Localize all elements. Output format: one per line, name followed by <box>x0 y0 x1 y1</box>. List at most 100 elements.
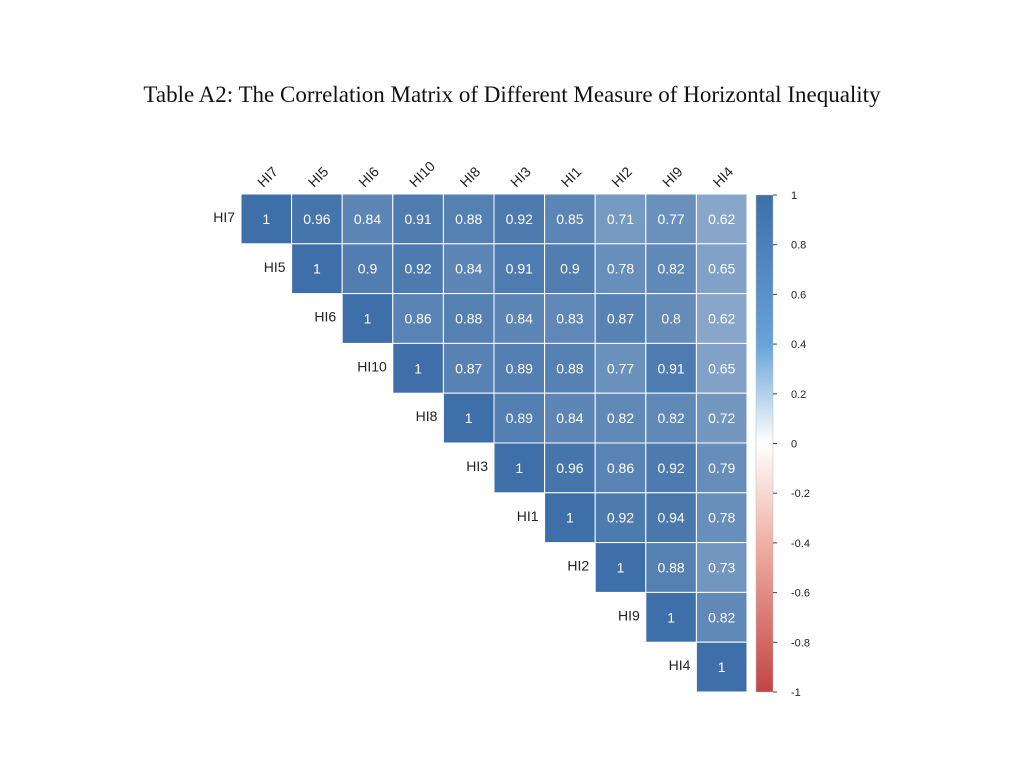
heatmap-cell <box>645 542 697 593</box>
heatmap-cell <box>544 342 596 394</box>
column-label: HI9 <box>659 163 686 190</box>
row-label: HI6 <box>314 309 336 325</box>
cell-value-label: 1 <box>414 360 422 376</box>
column-labels: HI7 HI5 HI6 HI10 HI8 HI3 HI1 HI2 HI9 HI4 <box>254 158 736 190</box>
cell-value-label: 0.88 <box>455 211 482 227</box>
cell-value-label: 0.82 <box>657 410 684 426</box>
cell-value-label: 1 <box>364 311 372 327</box>
cell-value-label: 0.78 <box>708 510 735 526</box>
row-label: HI10 <box>357 358 387 374</box>
heatmap-cell <box>695 591 748 643</box>
cell-value-label: 0.84 <box>556 410 583 426</box>
heatmap-cell <box>695 293 748 344</box>
row-label: HI2 <box>567 558 589 574</box>
cell-value-label: 1 <box>515 460 523 476</box>
colorbar-tick-label: -0.6 <box>791 588 810 600</box>
cell-value-label: 0.73 <box>708 560 735 576</box>
column-label: HI3 <box>507 163 534 190</box>
cell-value-label: 0.92 <box>404 261 431 277</box>
heatmap-cell <box>544 243 596 295</box>
cell-value-label: 0.91 <box>657 360 684 376</box>
row-labels: HI7 HI5 HI6 HI10 HI8 HI3 HI1 HI2 HI9 HI4 <box>213 209 690 673</box>
cell-value-label: 1 <box>313 261 321 277</box>
colorbar-gradient <box>755 194 774 693</box>
cell-value-label: 0.84 <box>455 261 482 277</box>
heatmap-cell <box>594 442 647 494</box>
heatmap-cell <box>645 392 697 444</box>
heatmap-cell <box>695 542 748 593</box>
cell-value-label: 0.65 <box>708 360 735 376</box>
column-label: HI8 <box>457 163 484 190</box>
heatmap-cell <box>291 243 343 295</box>
cell-value-label: 0.78 <box>607 261 634 277</box>
heatmap-cell <box>594 193 647 245</box>
row-label: HI9 <box>618 607 640 623</box>
cell-value-label: 0.86 <box>607 460 634 476</box>
heatmap-cell <box>645 442 697 494</box>
cell-value-label: 0.9 <box>358 261 378 277</box>
cell-value-label: 0.82 <box>657 261 684 277</box>
page-title: Table A2: The Correlation Matrix of Diff… <box>143 82 881 107</box>
cell-value-label: 0.71 <box>607 211 634 227</box>
cell-value-label: 0.85 <box>556 211 583 227</box>
cell-value-label: 0.72 <box>708 410 735 426</box>
heatmap-cell <box>594 392 647 444</box>
cell-value-label: 0.62 <box>708 211 735 227</box>
heatmap-cell <box>442 342 495 394</box>
heatmap-cell <box>695 243 748 295</box>
cell-value-label: 0.91 <box>404 211 431 227</box>
heatmap-cell <box>695 193 748 245</box>
cell-value-label: 0.92 <box>506 211 533 227</box>
cell-value-label: 0.77 <box>657 211 684 227</box>
cell-value-label: 0.79 <box>708 460 735 476</box>
heatmap-cell <box>493 243 546 295</box>
colorbar-tick-label: 1 <box>791 190 797 202</box>
column-label: HI2 <box>608 163 635 190</box>
cell-value-label: 0.87 <box>607 311 634 327</box>
row-label: HI1 <box>517 508 539 524</box>
heatmap-cell <box>493 293 546 344</box>
column-label: HI4 <box>710 163 737 190</box>
cell-value-label: 0.83 <box>556 311 583 327</box>
row-label: HI7 <box>213 209 235 225</box>
heatmap-cell <box>291 193 343 245</box>
row-label: HI3 <box>466 458 488 474</box>
cell-value-label: 0.88 <box>556 360 583 376</box>
cell-value-label: 1 <box>465 410 473 426</box>
cell-value-label: 0.9 <box>560 261 580 277</box>
colorbar: 1 0.8 0.6 0.4 0.2 0 -0.2 -0.4 -0.6 -0.8 -1 <box>755 190 810 699</box>
column-label: HI10 <box>406 158 438 190</box>
heatmap-cell <box>594 243 647 295</box>
heatmap-cell <box>645 243 697 295</box>
cell-value-label: 0.92 <box>657 460 684 476</box>
cell-value-label: 0.91 <box>506 261 533 277</box>
heatmap-cell <box>645 492 697 544</box>
heatmap-cell <box>645 293 697 344</box>
heatmap-cell <box>544 492 596 544</box>
colorbar-tick-label: -0.4 <box>791 538 810 550</box>
row-label: HI4 <box>669 657 691 673</box>
heatmap-cell <box>442 392 495 444</box>
cell-value-label: 1 <box>667 609 675 625</box>
cell-value-label: 0.89 <box>506 410 533 426</box>
heatmap-cell <box>493 342 546 394</box>
heatmap-cell <box>341 243 394 295</box>
heatmap-cell <box>695 492 748 544</box>
cell-value-label: 0.88 <box>657 560 684 576</box>
cell-value-label: 0.94 <box>657 510 684 526</box>
heatmap-cell <box>544 293 596 344</box>
heatmap-cell <box>341 193 394 245</box>
colorbar-tick-label: 0.6 <box>791 289 806 301</box>
cell-value-label: 0.62 <box>708 311 735 327</box>
row-label: HI5 <box>264 259 286 275</box>
cell-value-label: 0.77 <box>607 360 634 376</box>
cell-value-label: 1 <box>262 211 270 227</box>
row-label: HI8 <box>416 408 438 424</box>
cell-value-label: 0.92 <box>607 510 634 526</box>
colorbar-tick-label: -1 <box>791 687 801 699</box>
heatmap-cell <box>594 492 647 544</box>
heatmap-cell <box>442 293 495 344</box>
cell-value-label: 0.88 <box>455 311 482 327</box>
heatmap-cell <box>493 442 546 494</box>
